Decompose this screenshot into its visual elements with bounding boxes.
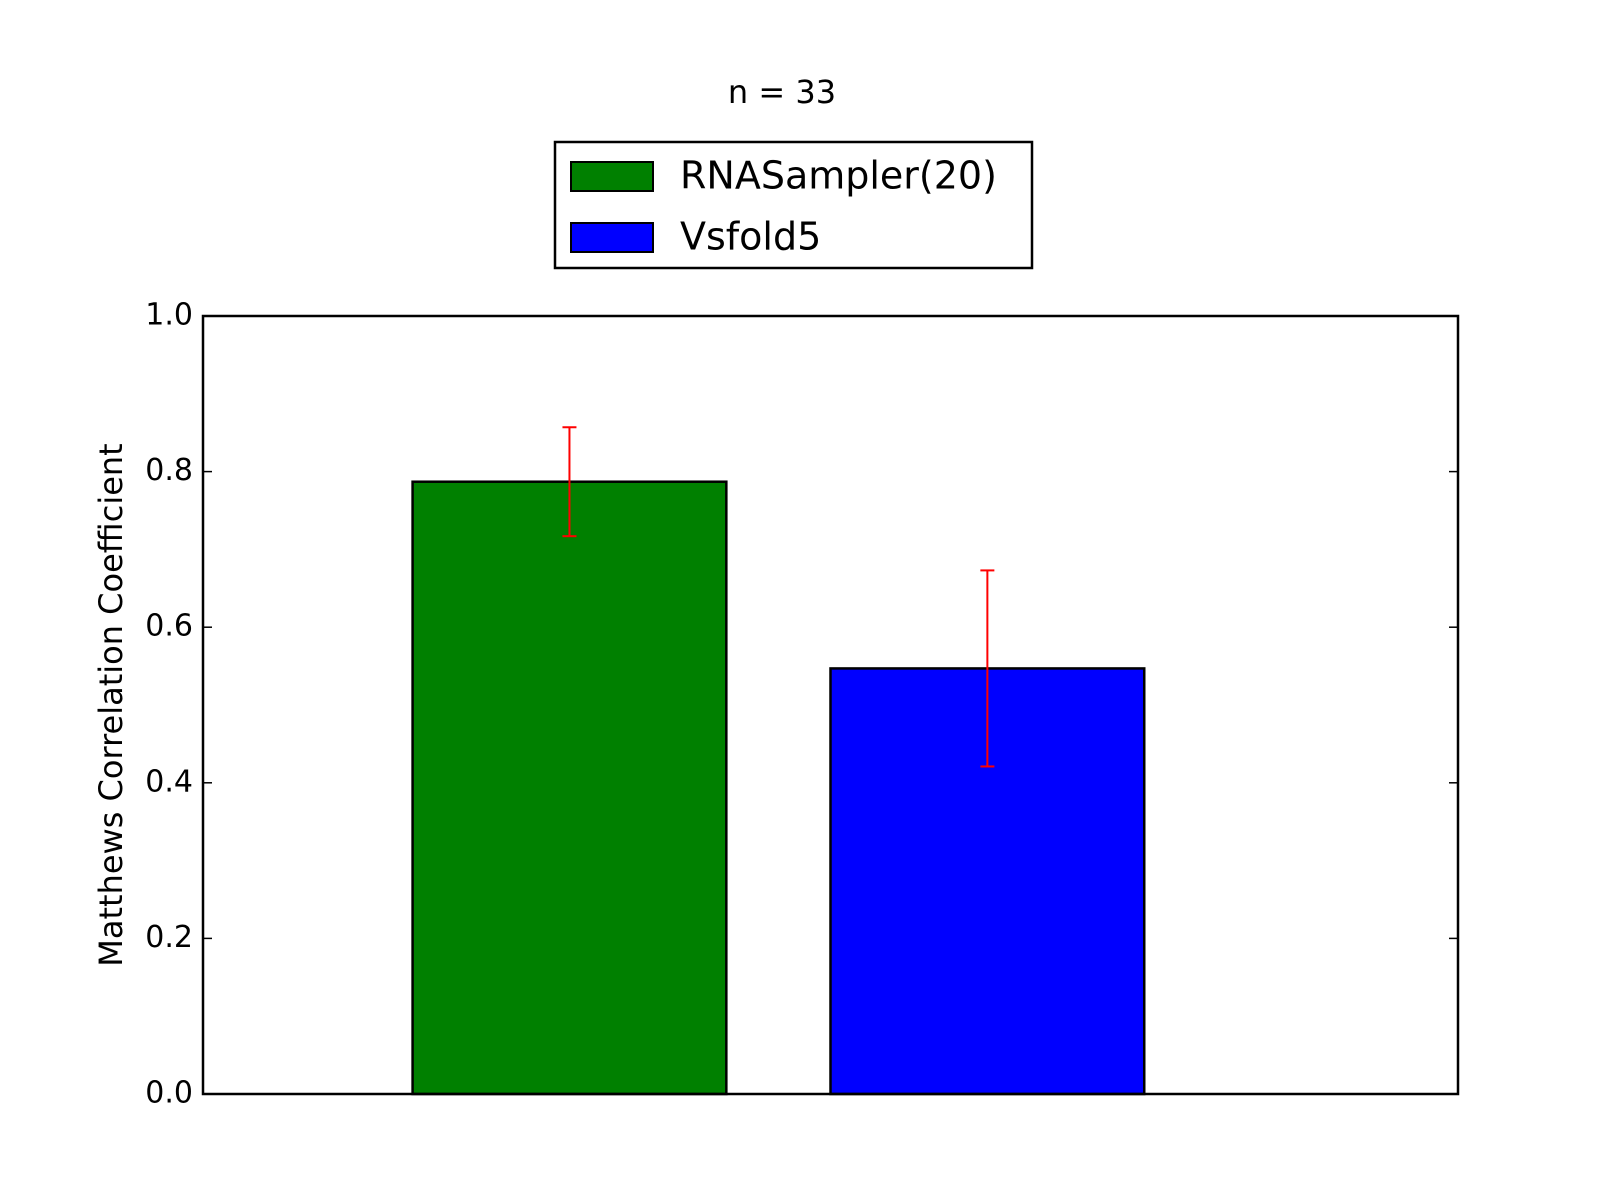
y-tick-label: 0.6 [145,609,193,644]
y-tick-label: 0.8 [145,453,193,488]
plot-frame [201,314,1460,1096]
chart-title: n = 33 [728,73,836,111]
error-bar [980,569,995,768]
y-tick-label: 0.0 [145,1076,193,1111]
legend-label: RNASampler(20) [680,154,997,198]
y-tick-label: 0.4 [145,764,193,799]
legend-swatch [570,222,654,253]
y-tick-label: 0.2 [145,920,193,955]
legend-swatch [570,161,654,192]
bar [411,480,728,1096]
error-bar [562,426,577,538]
y-axis-label: Matthews Correlation Coefficient [92,443,130,966]
y-tick-label: 1.0 [145,298,193,333]
legend-label: Vsfold5 [680,215,821,259]
